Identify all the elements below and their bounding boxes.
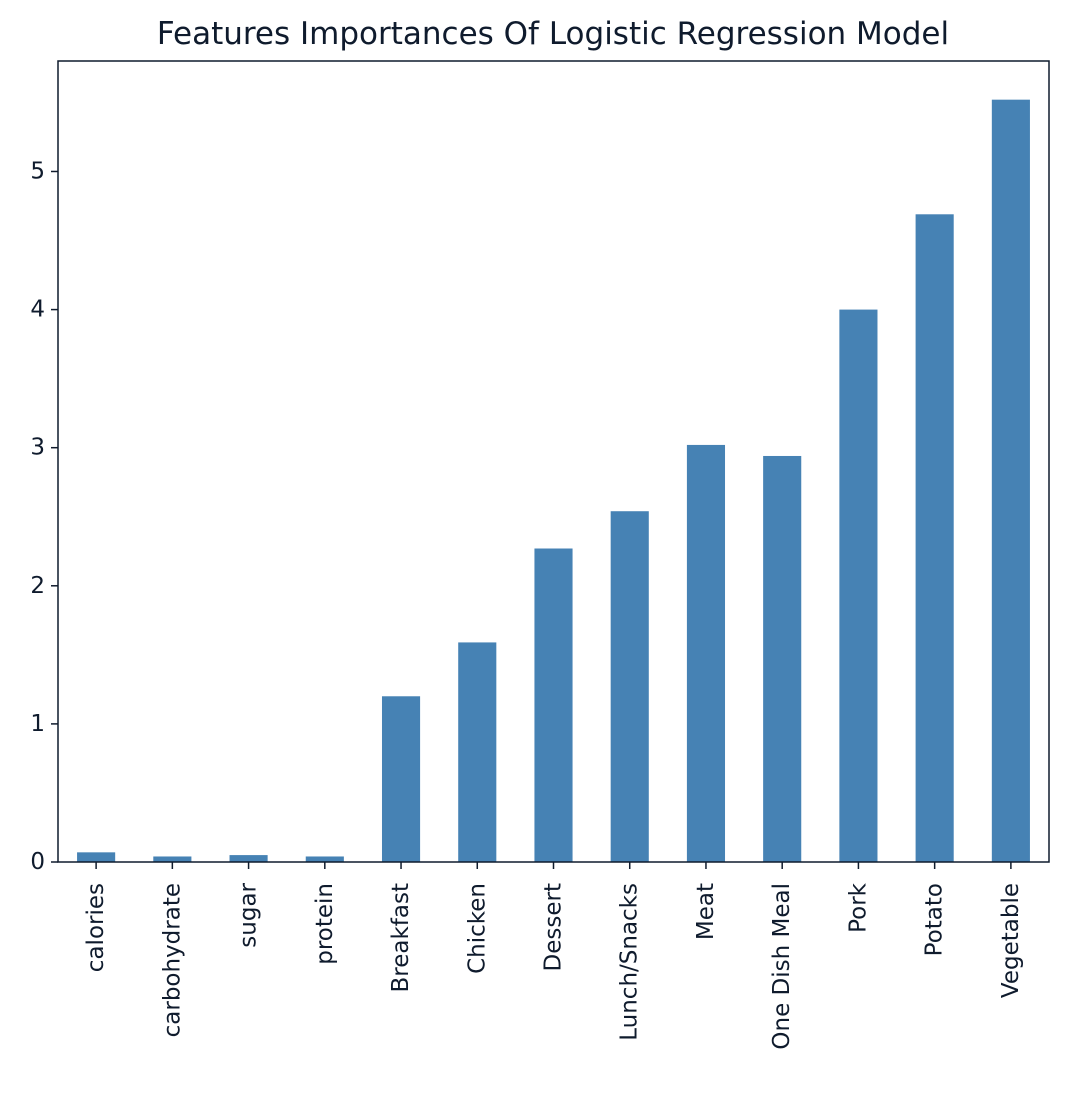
bar-carbohydrate	[153, 856, 192, 862]
bar-breakfast	[381, 696, 421, 862]
bar-potato	[915, 214, 954, 863]
x-tick-label: calories	[83, 883, 109, 972]
bar-lunch-snacks	[610, 511, 649, 862]
x-tick-label: Breakfast	[388, 883, 414, 993]
bar-dessert	[534, 548, 573, 862]
x-tick-label: carbohydrate	[159, 883, 185, 1037]
x-tick-label: Meat	[693, 883, 719, 940]
x-tick-label: Pork	[845, 882, 871, 933]
chart-title: Features Importances Of Logistic Regress…	[157, 16, 949, 52]
y-tick-label: 5	[30, 158, 45, 184]
y-tick-label: 3	[30, 435, 45, 461]
y-tick-label: 4	[30, 297, 45, 323]
x-tick-label: sugar	[236, 882, 262, 947]
bar-meat	[686, 444, 726, 862]
bar-calories	[77, 852, 116, 862]
x-tick-label: Potato	[922, 883, 948, 956]
bars-group	[77, 99, 1030, 863]
plot-frame	[57, 60, 1050, 863]
x-tick-label: protein	[312, 883, 338, 965]
bar-chicken	[458, 642, 497, 862]
y-tick-label: 1	[30, 711, 45, 737]
y-axis: 0 1 2 3 4 5	[30, 158, 58, 875]
y-tick-label: 2	[30, 573, 45, 599]
bar-vegetable	[991, 99, 1030, 863]
y-tick-label: 0	[30, 849, 45, 875]
x-tick-label: Dessert	[541, 883, 567, 971]
x-tick-label: Chicken	[464, 883, 490, 974]
bar-pork	[839, 309, 878, 863]
x-tick-label: One Dish Meal	[769, 883, 795, 1050]
x-tick-label: Lunch/Snacks	[617, 883, 643, 1041]
bar-sugar	[229, 855, 268, 862]
bar-one-dish-meal	[763, 455, 802, 862]
bar-protein	[305, 856, 344, 862]
x-tick-label: Vegetable	[998, 883, 1024, 998]
x-axis: calories carbohydrate sugar protein Breakfas…	[83, 862, 1024, 1050]
